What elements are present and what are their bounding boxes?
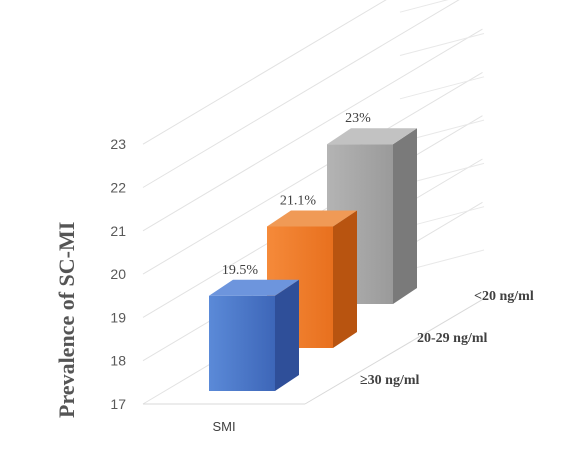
y-tick-label: 17	[110, 396, 126, 412]
gridline	[142, 71, 483, 275]
gridline	[399, 0, 449, 13]
y-axis-label: Prevalence of SC-MI	[54, 222, 79, 418]
series-label: <20 ng/ml	[474, 289, 534, 304]
x-tick-label: SMI	[212, 419, 235, 434]
bars	[209, 128, 417, 391]
data-label: 19.5%	[222, 263, 259, 278]
series-label: 20-29 ng/ml	[417, 331, 488, 346]
bar-side-2	[393, 128, 417, 304]
gridlines	[142, 0, 485, 405]
labels: 23% 21.1% 19.5% ≥30 ng/ml 20-29 ng/ml <20 ng/…	[212, 111, 533, 434]
gridline	[142, 0, 387, 145]
bar-front-0	[209, 295, 275, 391]
y-tick-label: 20	[110, 266, 126, 282]
bar-top-1	[267, 210, 357, 227]
y-tick-label: 18	[110, 353, 126, 369]
series-label: ≥30 ng/ml	[360, 373, 420, 388]
axes: 17 18 19 20 21 22 23	[110, 136, 126, 412]
bar-top-0	[209, 279, 299, 296]
gridline	[142, 28, 483, 232]
y-tick-label: 21	[110, 223, 126, 239]
y-tick-label: 23	[110, 136, 126, 152]
y-tick-label: 19	[110, 309, 126, 325]
bar-side-0	[275, 279, 299, 391]
floor-right-edge	[304, 298, 484, 405]
gridline	[399, 76, 485, 100]
data-label: 23%	[345, 111, 371, 126]
gridline	[399, 33, 485, 56]
bar-top-2	[327, 128, 417, 145]
data-label: 21.1%	[280, 193, 317, 208]
y-tick-label: 22	[110, 180, 126, 196]
gridline	[142, 0, 460, 188]
bar-side-1	[333, 210, 357, 348]
